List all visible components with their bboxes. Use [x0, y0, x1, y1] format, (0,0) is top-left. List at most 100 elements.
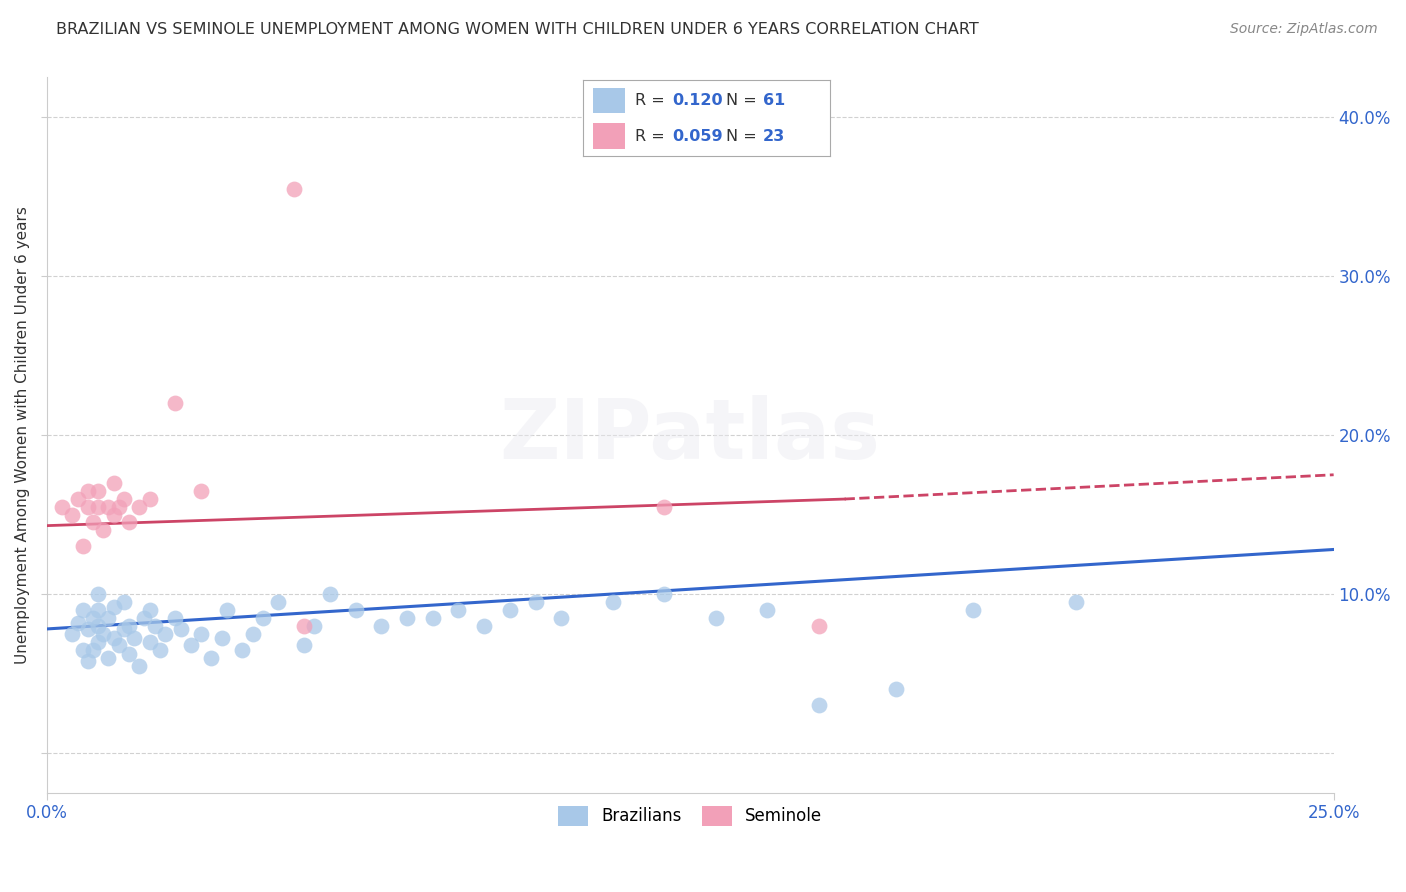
- Point: [87, 483, 110, 498]
- Point: [884, 682, 907, 697]
- Point: [72, 642, 94, 657]
- Point: [97, 611, 120, 625]
- Point: [118, 619, 141, 633]
- Point: [51, 500, 73, 514]
- Point: [190, 626, 212, 640]
- Point: [190, 483, 212, 498]
- Point: [134, 611, 156, 625]
- Point: [756, 603, 779, 617]
- Point: [60, 626, 83, 640]
- Point: [550, 611, 572, 625]
- Bar: [593, 123, 626, 148]
- Text: 0.059: 0.059: [672, 128, 723, 144]
- Point: [807, 698, 830, 713]
- Point: [472, 619, 495, 633]
- Point: [215, 603, 238, 617]
- Text: ZIPatlas: ZIPatlas: [499, 394, 880, 475]
- Text: 61: 61: [763, 94, 786, 108]
- Point: [395, 611, 418, 625]
- Point: [87, 500, 110, 514]
- Point: [91, 524, 114, 538]
- Point: [60, 508, 83, 522]
- Point: [319, 587, 342, 601]
- Point: [112, 595, 135, 609]
- Text: R =: R =: [636, 94, 671, 108]
- Point: [524, 595, 547, 609]
- Point: [128, 658, 150, 673]
- Point: [76, 483, 98, 498]
- Point: [91, 626, 114, 640]
- Point: [128, 500, 150, 514]
- Point: [103, 599, 125, 614]
- Point: [87, 619, 110, 633]
- Text: 23: 23: [763, 128, 786, 144]
- Point: [704, 611, 727, 625]
- Point: [72, 539, 94, 553]
- Point: [654, 587, 676, 601]
- Point: [76, 654, 98, 668]
- Point: [304, 619, 326, 633]
- Point: [122, 632, 145, 646]
- Point: [292, 638, 315, 652]
- Y-axis label: Unemployment Among Women with Children Under 6 years: Unemployment Among Women with Children U…: [15, 206, 30, 664]
- Point: [138, 603, 160, 617]
- Point: [103, 632, 125, 646]
- Point: [87, 587, 110, 601]
- Point: [66, 615, 89, 630]
- Point: [87, 634, 110, 648]
- Point: [97, 500, 120, 514]
- Point: [103, 508, 125, 522]
- Legend: Brazilians, Seminole: Brazilians, Seminole: [550, 797, 831, 834]
- Text: BRAZILIAN VS SEMINOLE UNEMPLOYMENT AMONG WOMEN WITH CHILDREN UNDER 6 YEARS CORRE: BRAZILIAN VS SEMINOLE UNEMPLOYMENT AMONG…: [56, 22, 979, 37]
- Point: [149, 642, 172, 657]
- Point: [292, 619, 315, 633]
- Point: [118, 648, 141, 662]
- Point: [169, 622, 191, 636]
- Point: [143, 619, 166, 633]
- Point: [87, 603, 110, 617]
- Bar: [593, 87, 626, 113]
- Point: [654, 500, 676, 514]
- Point: [138, 634, 160, 648]
- Point: [499, 603, 522, 617]
- Point: [1064, 595, 1087, 609]
- Point: [252, 611, 274, 625]
- Point: [165, 611, 187, 625]
- Point: [283, 182, 305, 196]
- Point: [180, 638, 202, 652]
- Point: [118, 516, 141, 530]
- Point: [107, 500, 129, 514]
- Point: [76, 500, 98, 514]
- Point: [370, 619, 392, 633]
- Point: [165, 396, 187, 410]
- Point: [97, 650, 120, 665]
- Point: [112, 491, 135, 506]
- Point: [200, 650, 222, 665]
- Point: [82, 516, 104, 530]
- Point: [82, 611, 104, 625]
- Point: [267, 595, 290, 609]
- Point: [211, 632, 233, 646]
- Point: [344, 603, 367, 617]
- Point: [962, 603, 984, 617]
- Point: [103, 475, 125, 490]
- Point: [107, 638, 129, 652]
- Point: [76, 622, 98, 636]
- Point: [422, 611, 444, 625]
- Point: [153, 626, 176, 640]
- Point: [242, 626, 264, 640]
- Text: Source: ZipAtlas.com: Source: ZipAtlas.com: [1230, 22, 1378, 37]
- Point: [138, 491, 160, 506]
- Text: 0.120: 0.120: [672, 94, 723, 108]
- Text: R =: R =: [636, 128, 671, 144]
- Point: [112, 622, 135, 636]
- Point: [447, 603, 470, 617]
- Text: N =: N =: [725, 128, 762, 144]
- Text: N =: N =: [725, 94, 762, 108]
- Point: [602, 595, 624, 609]
- Point: [82, 642, 104, 657]
- Point: [231, 642, 253, 657]
- Point: [72, 603, 94, 617]
- Point: [66, 491, 89, 506]
- Point: [807, 619, 830, 633]
